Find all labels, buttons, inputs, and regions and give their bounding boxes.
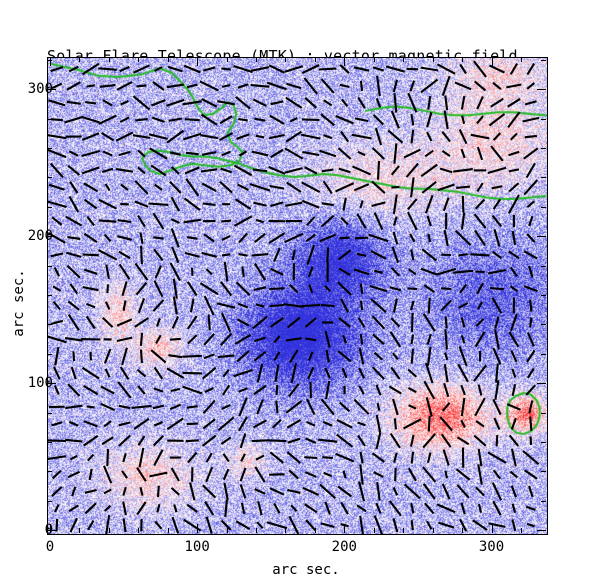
y-tick [47, 265, 52, 267]
y-tick [47, 206, 52, 208]
x-tick-top [462, 57, 464, 62]
x-tick [79, 528, 81, 533]
y-tick [47, 353, 52, 355]
y-tick-label: 300 [27, 81, 53, 98]
x-tick-top [520, 57, 522, 62]
x-tick-top [432, 57, 434, 62]
x-tick-label: 100 [184, 539, 210, 555]
x-tick [197, 524, 199, 533]
x-tick [520, 528, 522, 533]
x-tick-top [256, 57, 258, 62]
y-tick-right [537, 530, 546, 532]
y-tick-right [541, 441, 546, 443]
y-tick-right [541, 59, 546, 61]
y-tick [47, 412, 52, 414]
magnetogram-image [48, 58, 547, 534]
y-tick [47, 59, 52, 61]
x-tick-label: 300 [478, 539, 505, 555]
y-tick-right [541, 148, 546, 150]
y-tick [47, 118, 52, 120]
y-tick-label: 100 [27, 375, 53, 392]
y-tick [47, 500, 52, 502]
y-tick [47, 471, 52, 473]
y-tick [47, 324, 52, 326]
y-tick [47, 177, 52, 179]
y-tick-right [541, 471, 546, 473]
x-tick [167, 528, 169, 533]
y-tick-label: 0 [44, 522, 53, 539]
x-tick-top [167, 57, 169, 62]
x-tick-top [49, 57, 51, 66]
x-tick-top [79, 57, 81, 62]
x-tick [373, 528, 375, 533]
x-tick-label: 0 [45, 539, 55, 555]
y-tick-right [541, 353, 546, 355]
y-tick [47, 295, 52, 296]
y-tick-right [541, 177, 546, 179]
y-axis-title: arc sec. [11, 269, 27, 337]
y-tick [47, 530, 56, 532]
x-tick-label: 200 [331, 539, 357, 555]
x-tick-top [138, 57, 140, 62]
y-tick-right [537, 89, 546, 91]
x-tick-top [344, 57, 346, 66]
y-tick [47, 441, 52, 443]
y-tick-right [541, 118, 546, 120]
x-axis-title: arc sec. [272, 562, 340, 578]
x-tick [138, 528, 140, 533]
vector-field-overlay [48, 60, 540, 534]
x-tick-top [373, 57, 375, 62]
x-tick-top [108, 57, 110, 62]
x-tick-top [226, 57, 228, 62]
plot-area [47, 57, 548, 535]
y-tick-label: 200 [27, 228, 53, 245]
y-tick-right [541, 500, 546, 502]
y-tick-right [541, 295, 546, 296]
x-tick [256, 528, 258, 533]
y-tick-right [541, 324, 546, 326]
x-tick [108, 528, 110, 533]
x-tick [285, 528, 287, 533]
y-tick [47, 148, 52, 150]
y-tick-right [541, 265, 546, 267]
x-tick [314, 528, 316, 533]
y-tick [47, 89, 56, 91]
x-tick-top [314, 57, 316, 62]
y-tick [47, 383, 56, 385]
x-tick [403, 528, 405, 533]
x-tick [226, 528, 228, 533]
x-tick [344, 524, 346, 533]
y-tick [47, 236, 56, 238]
y-tick-right [541, 206, 546, 208]
x-tick-top [491, 57, 493, 66]
x-tick [432, 528, 434, 533]
x-tick-top [285, 57, 287, 62]
x-tick [49, 524, 51, 533]
y-tick-right [537, 383, 546, 385]
x-tick [462, 528, 464, 533]
x-tick [491, 524, 493, 533]
x-tick-top [403, 57, 405, 62]
y-tick-right [541, 412, 546, 414]
x-tick-top [197, 57, 199, 66]
y-tick-right [537, 236, 546, 238]
